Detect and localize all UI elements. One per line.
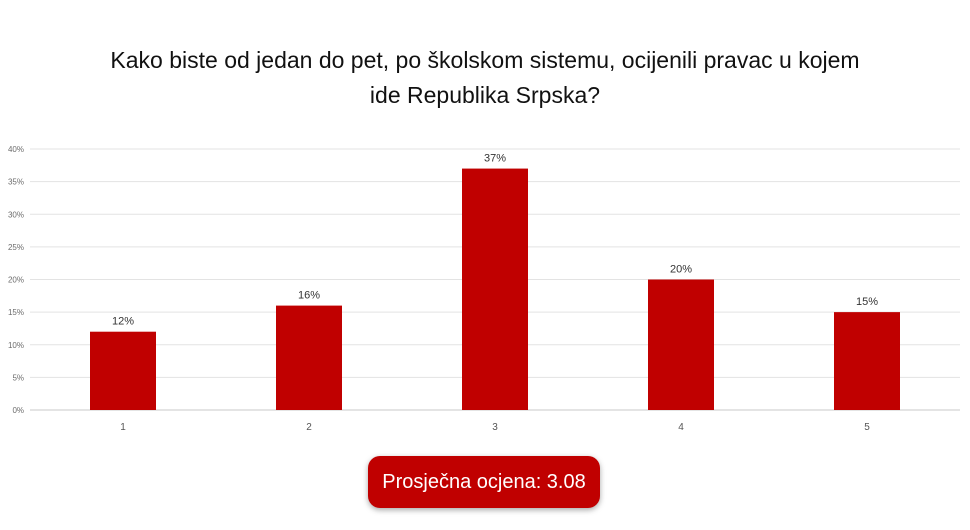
y-tick-label: 20% [8, 276, 24, 285]
chart-title: Kako biste od jedan do pet, po školskom … [40, 43, 930, 113]
bar-2 [276, 305, 342, 410]
bar-1 [90, 331, 156, 410]
y-tick-label: 0% [12, 406, 24, 415]
bar-chart: 0%5%10%15%20%25%30%35%40% 12%16%37%20%15… [8, 145, 960, 433]
data-label-1: 12% [112, 316, 134, 328]
y-tick-label: 35% [8, 178, 24, 187]
x-tick-label-2: 2 [306, 422, 312, 433]
data-labels: 12% 16% 37% 20% 15% [112, 153, 878, 328]
x-tick-label-4: 4 [678, 422, 684, 433]
y-tick-label: 40% [8, 145, 24, 154]
x-tick-label-1: 1 [120, 422, 126, 433]
data-label-4: 20% [670, 264, 692, 276]
chart-title-line-1: Kako biste od jedan do pet, po školskom … [110, 47, 860, 73]
y-tick-label: 25% [8, 243, 24, 252]
bar-3 [462, 168, 528, 410]
y-tick-label: 5% [12, 373, 24, 382]
x-axis-tick-labels: 1 2 3 4 5 [120, 422, 870, 433]
average-rating-badge: Prosječna ocjena: 3.08 [368, 456, 600, 508]
y-tick-label: 10% [8, 341, 24, 350]
data-label-3: 37% [484, 153, 506, 165]
y-tick-label: 15% [8, 308, 24, 317]
y-tick-label: 30% [8, 210, 24, 219]
chart-title-line-2: ide Republika Srpska? [369, 82, 601, 108]
bars [90, 168, 900, 410]
x-tick-label-3: 3 [492, 422, 498, 433]
average-rating-text: Prosječna ocjena: 3.08 [382, 471, 586, 493]
data-label-5: 15% [856, 296, 878, 308]
y-axis-tick-labels: 0% 5% 10% 15% 20% 25% 30% 35% 40% [8, 145, 24, 415]
bar-5 [834, 312, 900, 410]
x-tick-label-5: 5 [864, 422, 870, 433]
bar-4 [648, 279, 714, 410]
data-label-2: 16% [298, 290, 320, 302]
